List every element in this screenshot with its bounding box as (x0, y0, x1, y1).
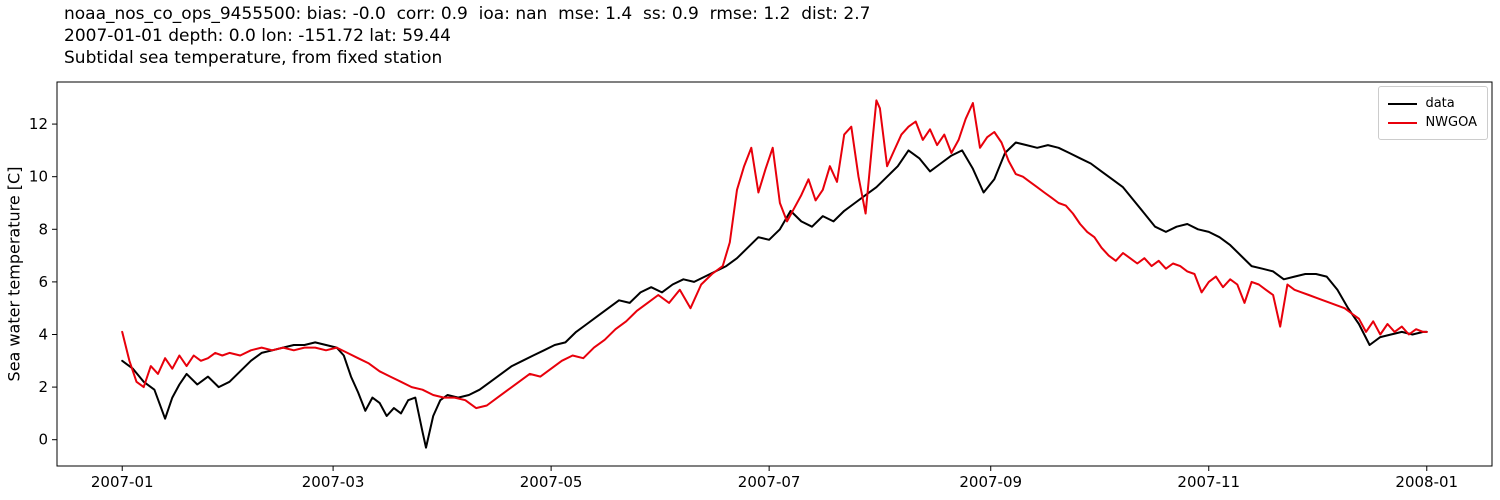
legend-label-data: data (1425, 96, 1455, 111)
y-tick-label: 12 (29, 115, 48, 133)
legend: data NWGOA (1378, 86, 1488, 140)
y-tick-label: 4 (38, 325, 48, 343)
legend-item-data: data (1388, 94, 1477, 113)
axes-frame (56, 81, 1493, 467)
chart-titles: noaa_nos_co_ops_9455500: bias: -0.0 corr… (64, 3, 870, 69)
legend-swatch-data (1388, 102, 1418, 105)
x-tick-label: 2007-11 (1177, 473, 1240, 491)
y-tick-label: 0 (38, 431, 48, 449)
x-tick-label: 2007-01 (91, 473, 154, 491)
x-tick-label: 2007-03 (302, 473, 365, 491)
series-line-NWGOA (121, 99, 1428, 410)
title-description: Subtidal sea temperature, from fixed sta… (64, 48, 443, 68)
y-tick-label: 8 (38, 220, 48, 238)
legend-item-nwgoa: NWGOA (1388, 113, 1477, 132)
legend-label-nwgoa: NWGOA (1425, 115, 1477, 130)
x-tick-label: 2007-07 (738, 473, 801, 491)
y-tick-label: 2 (38, 378, 48, 396)
title-metrics: noaa_nos_co_ops_9455500: bias: -0.0 corr… (64, 4, 871, 24)
x-tick-label: 2008-01 (1395, 473, 1458, 491)
y-tick-label: 10 (29, 168, 48, 186)
x-tick-label: 2007-09 (959, 473, 1022, 491)
title-station-info: 2007-01-01 depth: 0.0 lon: -151.72 lat: … (64, 26, 451, 46)
legend-swatch-nwgoa (1388, 121, 1418, 124)
y-tick-label: 6 (38, 273, 48, 291)
x-tick-label: 2007-05 (520, 473, 583, 491)
series-line-data (121, 141, 1428, 449)
